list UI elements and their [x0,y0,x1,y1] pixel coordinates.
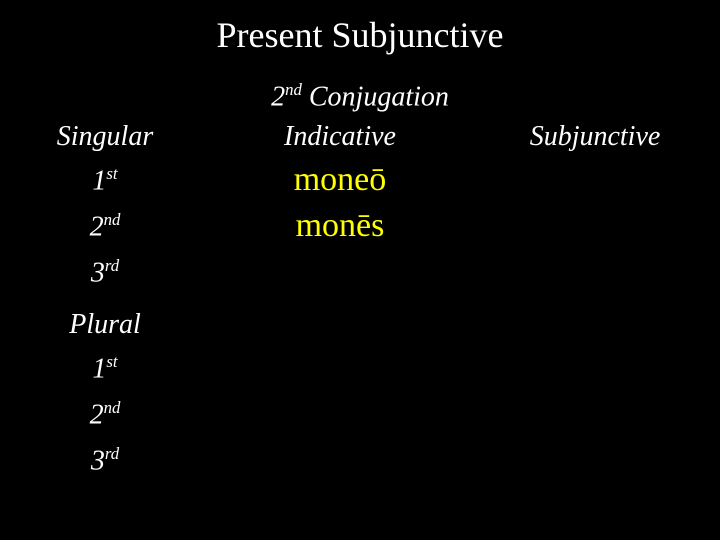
subjunctive-header: Subjunctive [530,121,661,152]
plural-header-row: Plural [0,309,720,341]
indicative-header: Indicative [284,121,396,152]
conjugation-subtitle: 2nd Conjugation [0,80,720,113]
table-row: 1st moneō [0,157,720,203]
person-second-plural: 2nd [0,398,210,431]
singular-rows: 1st moneō 2nd monēs 3rd [0,157,720,295]
table-row: 2nd [0,391,720,437]
person-ordinal: nd [104,398,121,417]
conjugation-table: Singular Indicative Subjunctive 1st mone… [0,121,720,483]
singular-header: Singular [57,121,153,152]
person-number: 3 [91,445,105,476]
table-row: 3rd [0,249,720,295]
person-third-singular: 3rd [0,256,210,289]
person-ordinal: rd [105,256,119,275]
plural-header: Plural [69,309,141,340]
person-ordinal: rd [105,444,119,463]
indicative-2sg: monēs [210,207,470,245]
person-second-singular: 2nd [0,210,210,243]
person-number: 2 [90,211,104,242]
person-number: 2 [90,399,104,430]
person-ordinal: st [106,352,117,371]
person-number: 1 [92,165,106,196]
table-row: 1st [0,345,720,391]
person-first-plural: 1st [0,352,210,385]
indicative-1sg: moneō [210,161,470,199]
table-row: 3rd [0,437,720,483]
person-number: 3 [91,257,105,288]
person-ordinal: nd [104,210,121,229]
table-row: 2nd monēs [0,203,720,249]
person-number: 1 [92,353,106,384]
page-title: Present Subjunctive [0,0,720,56]
column-headers: Singular Indicative Subjunctive [0,121,720,153]
person-first-singular: 1st [0,164,210,197]
person-third-plural: 3rd [0,444,210,477]
subtitle-word: Conjugation [302,81,449,112]
plural-rows: 1st 2nd 3rd [0,345,720,483]
subtitle-ordinal: nd [285,80,302,99]
subtitle-number: 2 [271,81,285,112]
person-ordinal: st [106,164,117,183]
